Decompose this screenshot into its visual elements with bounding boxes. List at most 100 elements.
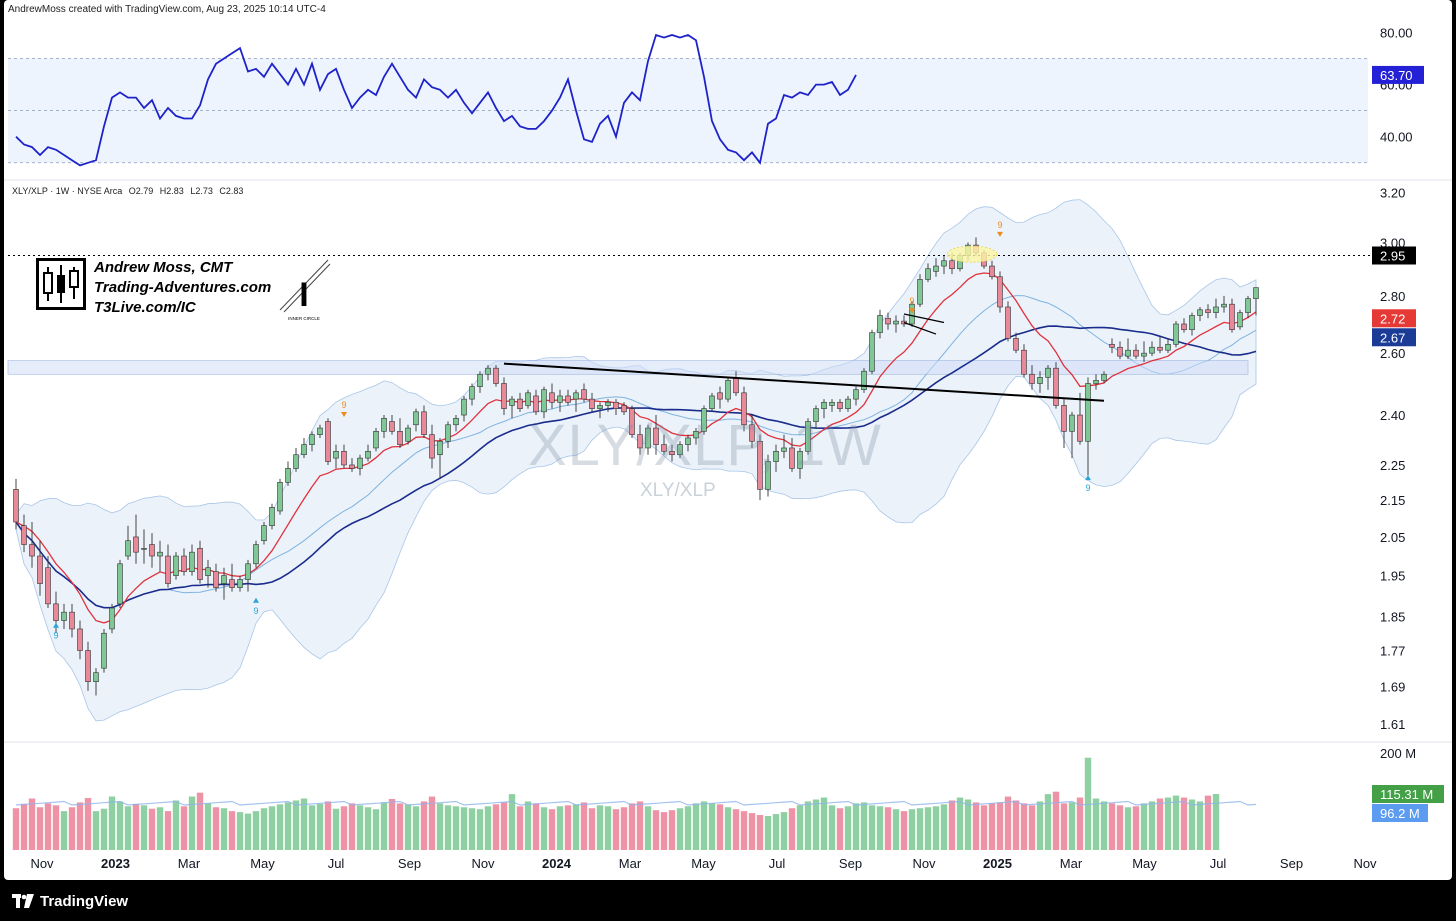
volume-bar bbox=[1116, 805, 1124, 850]
candle-body bbox=[597, 405, 603, 409]
volume-bar bbox=[1028, 805, 1036, 850]
candle bbox=[621, 402, 627, 416]
candle bbox=[45, 556, 51, 609]
arrow-up-icon bbox=[1085, 475, 1091, 481]
candle-body bbox=[1253, 287, 1259, 299]
candle bbox=[885, 312, 891, 330]
volume-bar bbox=[388, 799, 396, 850]
candle bbox=[781, 434, 787, 459]
volume-bar bbox=[1076, 797, 1084, 850]
candle bbox=[397, 418, 403, 448]
candle-body bbox=[789, 447, 795, 469]
candle-body bbox=[1205, 309, 1211, 313]
candle bbox=[1157, 335, 1163, 354]
candle bbox=[813, 405, 819, 429]
candle-body bbox=[229, 579, 235, 588]
candle bbox=[525, 389, 531, 409]
volume-bar bbox=[108, 796, 116, 850]
volume-bar bbox=[748, 813, 756, 850]
candle-body bbox=[501, 383, 507, 409]
price-tick-label: 1.85 bbox=[1380, 609, 1405, 624]
volume-bar bbox=[1148, 801, 1156, 850]
volume-bar bbox=[292, 800, 300, 850]
td-count-label: 9 bbox=[997, 220, 1002, 230]
candle-body bbox=[693, 431, 699, 439]
candle-body bbox=[61, 611, 67, 621]
volume-bar bbox=[1092, 798, 1100, 850]
x-axis-label: Sep bbox=[398, 856, 421, 871]
volume-bar bbox=[884, 807, 892, 850]
candle bbox=[597, 402, 603, 419]
volume-bar bbox=[1204, 795, 1212, 850]
candle bbox=[77, 620, 83, 660]
candle-body bbox=[77, 628, 83, 651]
volume-average-badge bbox=[1372, 803, 1428, 822]
candle bbox=[909, 301, 915, 327]
candle-body bbox=[853, 389, 859, 400]
candle bbox=[341, 444, 347, 469]
candle bbox=[853, 386, 859, 406]
candle bbox=[837, 399, 843, 412]
candle bbox=[677, 441, 683, 459]
volume-bar bbox=[396, 803, 404, 850]
volume-bar bbox=[460, 807, 468, 850]
candle bbox=[1101, 371, 1107, 384]
volume-bar bbox=[84, 798, 92, 850]
candle bbox=[61, 603, 67, 629]
volume-bar bbox=[540, 807, 548, 850]
volume-bar bbox=[52, 805, 60, 850]
candle-body bbox=[1045, 367, 1051, 378]
candle bbox=[637, 424, 643, 455]
candle bbox=[1213, 298, 1219, 319]
candle-body bbox=[869, 332, 875, 372]
brand-name: Andrew Moss, CMT bbox=[94, 259, 233, 276]
volume-bar bbox=[76, 802, 84, 850]
volume-bar bbox=[92, 811, 100, 850]
candle-body bbox=[741, 392, 747, 426]
candle-body bbox=[485, 367, 491, 375]
candle bbox=[1069, 411, 1075, 459]
volume-bar bbox=[556, 806, 564, 850]
candle bbox=[69, 603, 75, 638]
price-tick-label: 2.60 bbox=[1380, 346, 1405, 361]
volume-bar bbox=[484, 806, 492, 850]
price-tick-label: 2.15 bbox=[1380, 493, 1405, 508]
candle bbox=[37, 540, 43, 596]
candle-body bbox=[709, 395, 715, 409]
candle-body bbox=[477, 373, 483, 387]
price-badge bbox=[1372, 328, 1416, 347]
volume-bar bbox=[1164, 797, 1172, 850]
candle-body bbox=[605, 401, 611, 406]
volume-bar bbox=[124, 806, 132, 850]
watermark-symbol: XLY/XLP, 1W bbox=[528, 413, 882, 478]
volume-bar bbox=[332, 808, 340, 850]
price-tick-label: 2.80 bbox=[1380, 289, 1405, 304]
volume-bar bbox=[236, 812, 244, 850]
candle-body bbox=[181, 555, 187, 572]
volume-bar bbox=[228, 811, 236, 850]
tradingview-logo[interactable]: TradingView bbox=[12, 890, 128, 912]
candle bbox=[917, 274, 923, 307]
volume-value-label: 115.31 M bbox=[1380, 787, 1433, 802]
volume-bar bbox=[1108, 803, 1116, 850]
x-axis-label: Nov bbox=[30, 856, 54, 871]
candle-body bbox=[1213, 306, 1219, 313]
x-axis-label: 2024 bbox=[542, 856, 572, 871]
candle-body bbox=[757, 440, 763, 490]
candle-body bbox=[1109, 343, 1115, 348]
candle bbox=[765, 454, 771, 497]
candle-body bbox=[613, 401, 619, 409]
candle bbox=[293, 447, 299, 472]
candle-body bbox=[21, 525, 27, 545]
candle bbox=[501, 377, 507, 416]
volume-bar bbox=[1004, 796, 1012, 850]
price-pane: 9 9 9 9 9 9 bbox=[7, 199, 1372, 722]
volume-bar bbox=[572, 804, 580, 850]
volume-bar bbox=[116, 801, 124, 850]
volume-bar bbox=[548, 809, 556, 850]
x-axis-label: May bbox=[250, 856, 275, 871]
volume-bar bbox=[828, 805, 836, 850]
candle-body bbox=[1029, 373, 1035, 384]
trend-line bbox=[503, 362, 1105, 402]
